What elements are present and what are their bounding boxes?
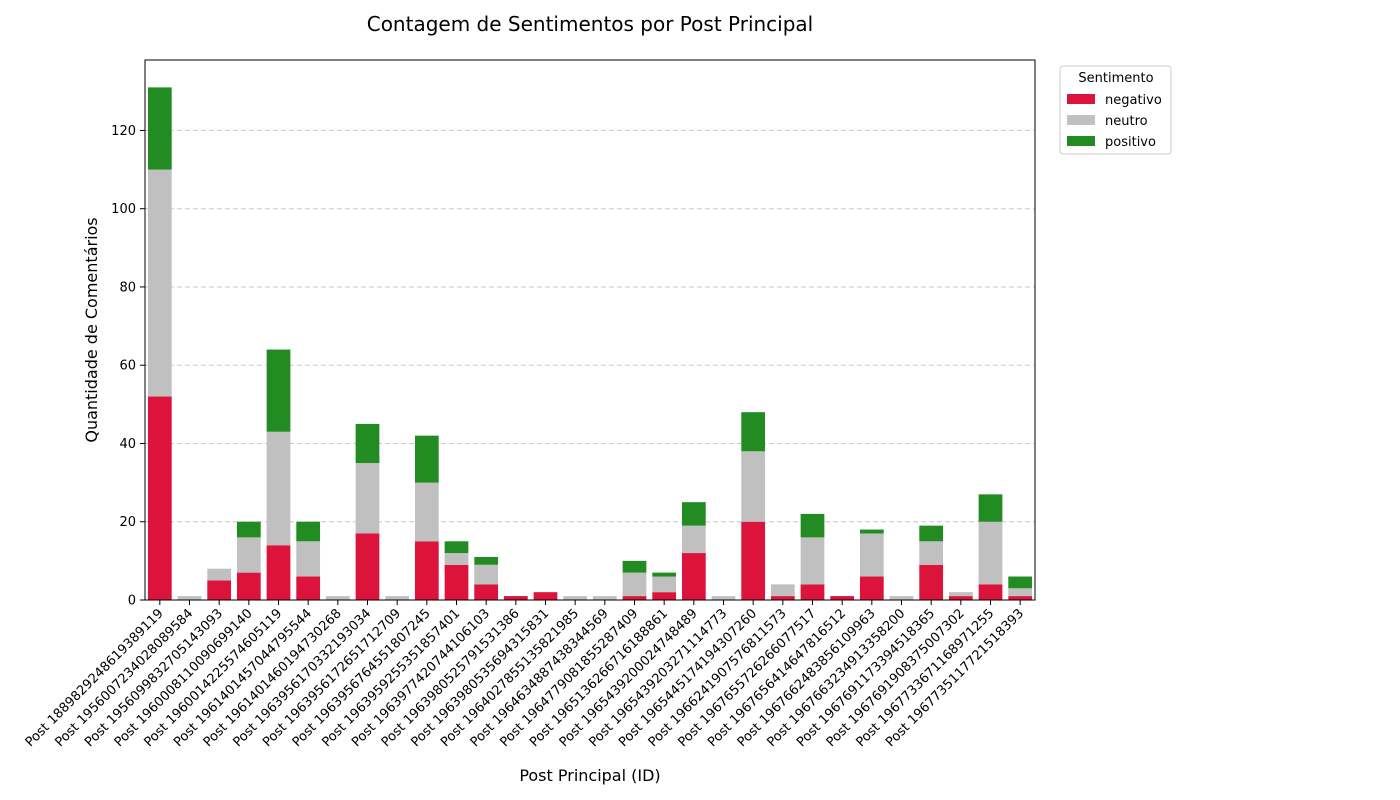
y-tick-label: 100 (111, 202, 136, 217)
bar-negativo (770, 596, 795, 600)
bar-negativo (207, 580, 232, 600)
bar-neutro (889, 596, 914, 600)
bar-neutro (325, 596, 350, 600)
bar-positivo (355, 423, 380, 464)
bar-positivo (444, 541, 469, 554)
bar-neutro (592, 596, 617, 600)
legend-title: Sentimento (1078, 71, 1153, 86)
bar-positivo (681, 502, 706, 526)
bar-negativo (147, 396, 172, 600)
bar-negativo (236, 572, 261, 600)
bar-negativo (266, 545, 291, 600)
chart-title: Contagem de Sentimentos por Post Princip… (367, 12, 814, 36)
legend-label-positivo: positivo (1105, 135, 1156, 150)
bar-neutro (652, 576, 677, 593)
bar-negativo (1008, 596, 1033, 600)
y-tick-label: 60 (119, 359, 136, 374)
bar-neutro (622, 572, 647, 597)
legend-box (1059, 65, 1172, 155)
legend-swatch-negativo (1067, 94, 1095, 104)
bar-neutro (711, 596, 736, 600)
bar-positivo (1008, 576, 1033, 589)
legend: Sentimento negativo neutro positivo (1059, 65, 1172, 155)
bar-neutro (1008, 588, 1033, 597)
bar-positivo (622, 560, 647, 573)
bar-neutro (414, 482, 439, 542)
bar-neutro (266, 431, 291, 546)
bar-negativo (800, 584, 825, 600)
bar-neutro (859, 533, 884, 577)
y-tick-label: 120 (111, 124, 136, 139)
bar-neutro (741, 451, 766, 522)
bar-neutro (474, 564, 499, 585)
bar-neutro (770, 584, 795, 597)
bar-negativo (503, 596, 528, 600)
bar-neutro (948, 592, 973, 597)
bar-neutro (296, 541, 321, 577)
bar-negativo (830, 596, 855, 600)
bar-neutro (978, 521, 1003, 585)
bar-positivo (474, 556, 499, 565)
bar-negativo (355, 533, 380, 600)
bar-negativo (296, 576, 321, 600)
bar-negativo (948, 596, 973, 600)
legend-swatch-neutro (1067, 115, 1095, 125)
y-tick-label: 80 (119, 280, 136, 295)
bar-negativo (859, 576, 884, 600)
y-axis: 0 20 40 60 80 100 120 (111, 124, 145, 609)
bar-negativo (652, 592, 677, 600)
legend-label-neutro: neutro (1105, 114, 1148, 129)
bar-negativo (741, 521, 766, 600)
bar-negativo (474, 584, 499, 600)
bar-positivo (800, 513, 825, 538)
bar-positivo (919, 525, 944, 542)
x-axis-label: Post Principal (ID) (519, 766, 660, 785)
bar-negativo (444, 564, 469, 600)
y-tick-label: 0 (128, 594, 136, 609)
bar-neutro (563, 596, 588, 600)
bar-negativo (919, 564, 944, 600)
bar-positivo (266, 349, 291, 432)
legend-swatch-positivo (1067, 136, 1095, 146)
bar-positivo (978, 494, 1003, 522)
bar-positivo (652, 572, 677, 577)
bar-positivo (859, 529, 884, 534)
bar-negativo (414, 541, 439, 600)
bar-negativo (681, 553, 706, 600)
bar-negativo (622, 596, 647, 600)
bars (147, 87, 1033, 600)
bar-negativo (978, 584, 1003, 600)
gridlines (145, 129, 1035, 523)
bar-neutro (236, 537, 261, 573)
legend-label-negativo: negativo (1105, 93, 1162, 108)
plot-frame (144, 59, 1036, 601)
bar-negativo (533, 592, 558, 600)
bar-positivo (414, 435, 439, 483)
bar-neutro (385, 596, 410, 600)
y-tick-label: 20 (119, 515, 136, 530)
bar-neutro (177, 596, 202, 600)
bar-neutro (681, 525, 706, 554)
bar-positivo (741, 412, 766, 452)
y-tick-label: 40 (119, 437, 136, 452)
bar-positivo (147, 87, 172, 170)
y-axis-label: Quantidade de Comentários (82, 217, 101, 442)
bar-neutro (207, 568, 232, 581)
bar-neutro (919, 541, 944, 565)
bar-neutro (444, 553, 469, 565)
bar-neutro (147, 169, 172, 397)
bar-positivo (296, 521, 321, 542)
bar-positivo (236, 521, 261, 538)
bar-neutro (800, 537, 825, 585)
bar-neutro (355, 463, 380, 534)
